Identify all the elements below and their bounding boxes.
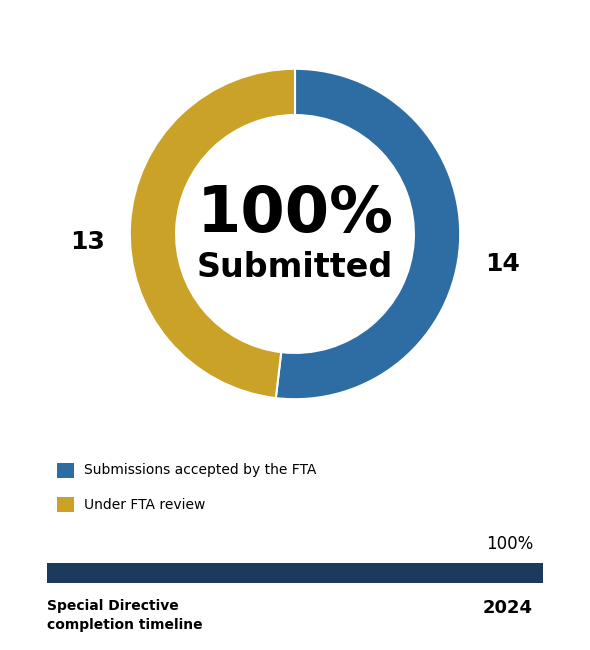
Text: 13: 13 — [70, 230, 105, 254]
Wedge shape — [276, 69, 460, 399]
Bar — [57, 497, 74, 512]
Wedge shape — [130, 69, 295, 398]
Text: 14: 14 — [485, 252, 520, 276]
Text: Under FTA review: Under FTA review — [84, 498, 206, 512]
Text: Submitted: Submitted — [197, 250, 393, 283]
Text: Special Directive
completion timeline: Special Directive completion timeline — [47, 599, 203, 632]
Text: 100%: 100% — [196, 183, 394, 245]
Bar — [57, 463, 74, 478]
Bar — [47, 563, 543, 583]
Text: 100%: 100% — [486, 536, 533, 553]
Text: 2024: 2024 — [483, 599, 533, 618]
Text: Submissions accepted by the FTA: Submissions accepted by the FTA — [84, 463, 317, 477]
